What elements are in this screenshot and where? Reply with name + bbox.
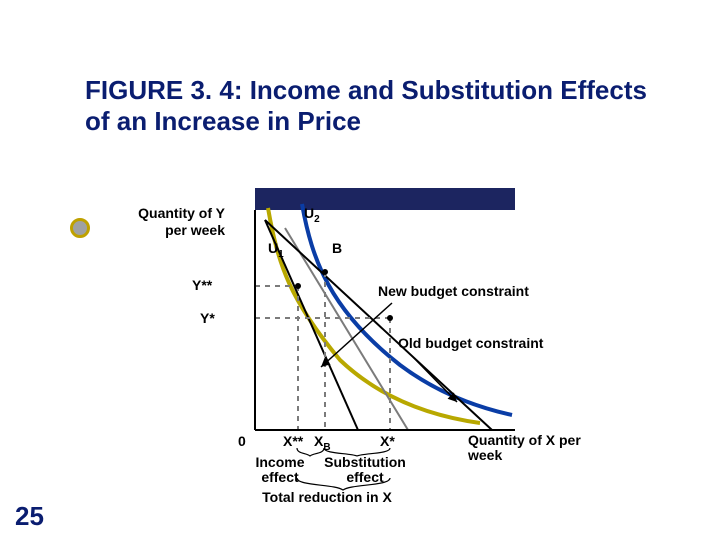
label-substitution-effect: Substitution effect <box>320 455 410 484</box>
x-axis-label: Quantity of X per week <box>468 433 588 464</box>
arrow-new-budget <box>321 303 392 367</box>
label-income-effect: Income effect <box>250 455 310 484</box>
label-total-effect: Total reduction in X <box>262 490 392 505</box>
arrow-old-budget <box>412 356 457 402</box>
